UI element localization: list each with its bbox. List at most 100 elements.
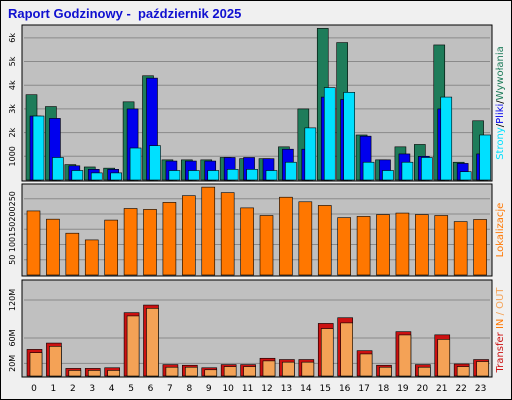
panel-transfer: 20M 60M 120M: [8, 289, 490, 377]
bar-wywołania: [110, 172, 122, 181]
bar-wywołania: [226, 169, 239, 181]
bar-lokalizacje: [162, 202, 177, 276]
x-tick-label: 19: [397, 384, 409, 394]
y-tick-label: 60M: [8, 329, 17, 346]
x-tick-label: 10: [222, 384, 234, 394]
x-tick-label: 5: [128, 384, 134, 394]
bar-out: [126, 315, 140, 377]
y-axis-label-transfer-part: IN: [495, 319, 506, 329]
bar-lokalizacje: [434, 215, 449, 276]
bar-out: [243, 366, 256, 377]
bar-lokalizacje: [376, 214, 390, 276]
y-tick-label: 1000: [8, 146, 17, 166]
y-axis-label-requests-part: Strony: [495, 127, 506, 160]
bar-wywołania: [246, 169, 258, 181]
bar-wywołania: [440, 96, 453, 181]
bar-lokalizacje: [182, 195, 196, 276]
x-tick-label: 16: [339, 384, 351, 394]
bar-wywołania: [343, 92, 355, 181]
y-axis-label-transfer-part: /: [495, 309, 506, 319]
bar-lokalizacje: [104, 219, 118, 276]
bar-wywołania: [382, 170, 394, 181]
bar-wywołania: [188, 170, 200, 181]
y-tick-label: 20M: [8, 355, 17, 372]
bar-out: [204, 369, 218, 377]
bar-lokalizacje: [356, 216, 371, 276]
y-axis-label-transfer: Transfer IN / OUT: [495, 287, 506, 374]
y-tick-label: 100: [8, 237, 17, 252]
x-tick-label: 3: [89, 384, 95, 394]
bar-wywołania: [32, 115, 45, 181]
bar-lokalizacje: [220, 192, 235, 276]
bar-out: [185, 366, 198, 377]
bar-lokalizacje: [65, 232, 80, 276]
x-tick-label: 17: [358, 384, 369, 394]
plot-panel-1: [21, 24, 493, 182]
bar-wywołania: [265, 170, 278, 181]
y-tick-label: 3k: [8, 104, 17, 114]
bar-lokalizacje: [473, 219, 487, 276]
bar-lokalizacje: [317, 205, 332, 276]
y-axis-label-transfer-part: OUT: [495, 287, 506, 309]
bar-wywołania: [129, 147, 142, 181]
bar-wywołania: [168, 170, 181, 181]
x-tick-label: 8: [186, 384, 192, 394]
bar-lokalizacje: [26, 210, 41, 276]
bar-lokalizacje: [337, 217, 351, 276]
chart-title: Raport Godzinowy - październik 2025: [8, 6, 242, 21]
bar-out: [262, 360, 276, 377]
x-tick-label: 6: [148, 384, 154, 394]
bar-out: [49, 346, 62, 377]
bar-lokalizacje: [259, 215, 274, 276]
y-tick-label: 50: [8, 255, 17, 265]
bar-out: [418, 366, 431, 377]
y-axis-label-requests-part: /: [495, 123, 506, 127]
bar-wywołania: [207, 170, 220, 181]
y-axis-label-visits-part: Lokalizacje: [495, 203, 506, 258]
bar-lokalizacje: [298, 201, 313, 276]
y-axis-label-requests: Strony/Pliki/Wywołania: [495, 46, 506, 160]
bar-out: [223, 366, 237, 377]
bar-wywołania: [459, 171, 472, 181]
y-axis-label-requests-part: Wywołania: [495, 46, 506, 100]
bar-out: [379, 366, 392, 377]
bar-out: [340, 322, 353, 377]
bar-wywołania: [362, 161, 375, 181]
bar-out: [29, 352, 43, 377]
panel-requests: 1000 2k 3k 4k 5k 6k: [8, 28, 491, 181]
x-tick-label: 14: [300, 384, 312, 394]
y-tick-label: 200: [8, 206, 17, 221]
bar-wywołania: [401, 161, 414, 181]
bar-out: [107, 370, 120, 377]
bar-out: [359, 353, 373, 377]
bar-lokalizacje: [279, 196, 293, 276]
bar-wywołania: [323, 87, 336, 181]
y-tick-label: 250: [8, 191, 17, 206]
plot-panel-2: [21, 183, 493, 277]
x-tick-label: 22: [455, 384, 466, 394]
bar-out: [320, 328, 334, 377]
bar-wywołania: [304, 127, 317, 181]
plot-panel-3: [21, 279, 493, 378]
y-tick-label: 6k: [8, 33, 17, 43]
bar-lokalizacje: [84, 239, 99, 276]
x-tick-label: 20: [417, 384, 429, 394]
bar-wywołania: [71, 170, 84, 181]
bar-wywołania: [149, 145, 161, 181]
x-tick-label: 12: [261, 384, 272, 394]
x-tick-label: 13: [281, 384, 292, 394]
bar-lokalizacje: [453, 221, 468, 276]
x-tick-label: 9: [206, 384, 212, 394]
bar-out: [437, 339, 451, 377]
bar-wywołania: [90, 172, 103, 181]
bar-out: [87, 370, 101, 377]
bar-out: [476, 361, 489, 377]
y-axis-label-requests-part: /: [495, 100, 506, 104]
y-axis-label-visits: Lokalizacje: [495, 203, 506, 258]
bar-lokalizacje: [143, 209, 157, 276]
bar-lokalizacje: [240, 207, 254, 276]
bar-lokalizacje: [201, 186, 216, 276]
y-tick-label: 120M: [8, 289, 17, 311]
bar-lokalizacje: [46, 218, 60, 276]
